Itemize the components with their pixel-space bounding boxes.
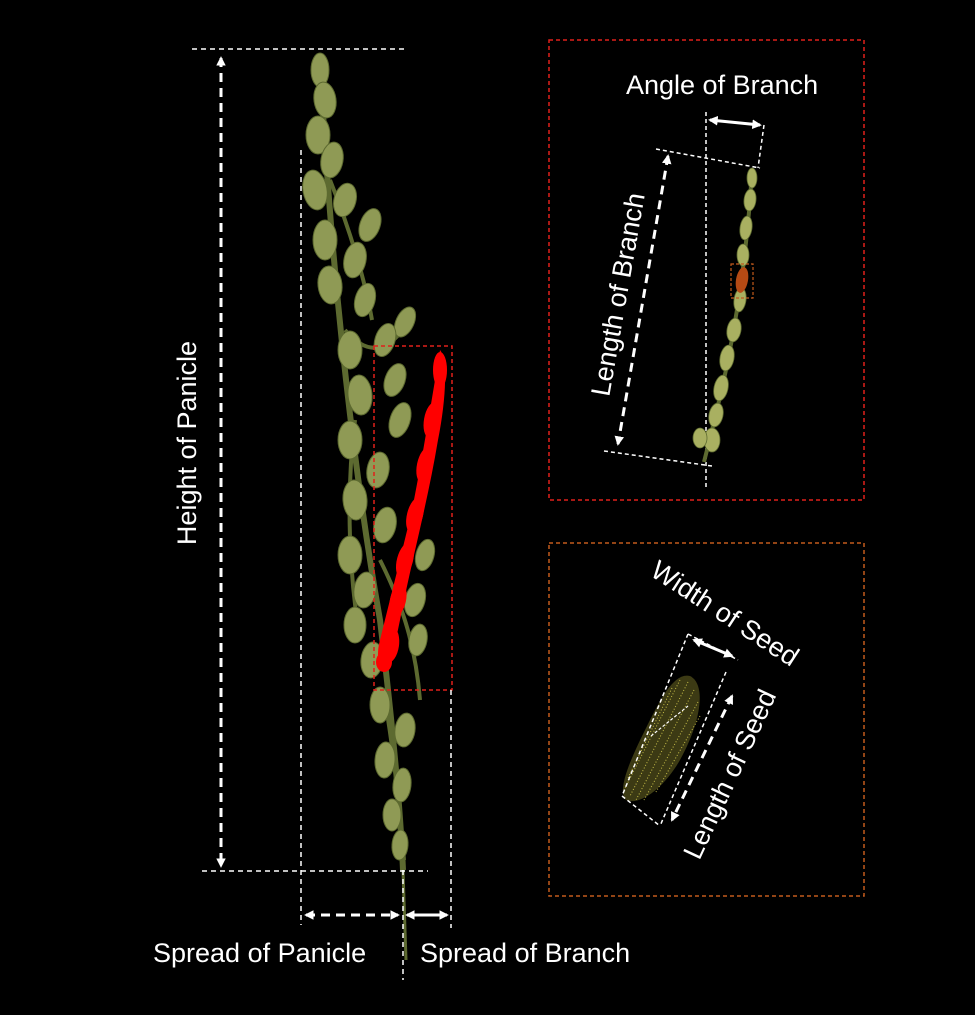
seed-highlight (735, 267, 749, 293)
width-of-seed-arrow (692, 638, 734, 658)
spread-of-panicle-label: Spread of Panicle (153, 938, 366, 968)
branch-detail-figure (603, 112, 765, 488)
spread-measure-lines (300, 150, 452, 980)
height-of-panicle-label: Height of Panicle (172, 341, 202, 545)
branch-detail-panel (548, 39, 865, 501)
seed-detail-figure (621, 633, 739, 827)
seed-detail-panel (548, 542, 865, 897)
spread-of-branch-label: Spread of Branch (420, 938, 630, 968)
length-of-seed-arrow (670, 694, 734, 822)
angle-of-branch-arrow (708, 115, 762, 130)
angle-of-branch-label: Angle of Branch (626, 70, 818, 100)
height-of-panicle-measure (192, 48, 428, 872)
length-of-branch-arrow (614, 154, 672, 446)
highlighted-branch (376, 350, 447, 672)
branch-bounding-box (373, 345, 453, 691)
panicle-plant (302, 52, 447, 961)
